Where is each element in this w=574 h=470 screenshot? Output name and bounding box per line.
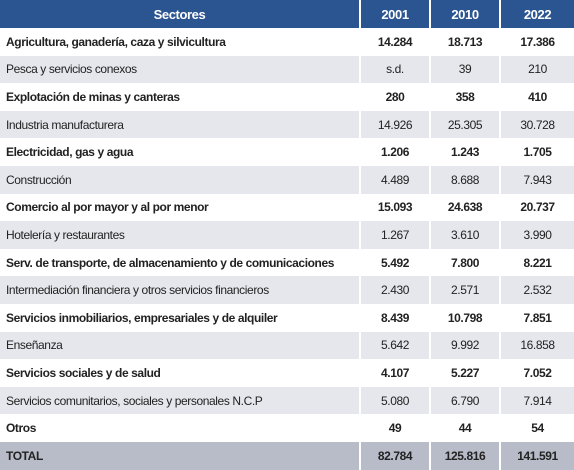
value-cell: 49 xyxy=(359,414,430,442)
value-cell: 15.093 xyxy=(359,193,430,222)
value-cell: 14.926 xyxy=(359,110,430,139)
total-value: 125.816 xyxy=(429,442,500,470)
value-cell: 3.610 xyxy=(429,221,500,249)
sector-cell: Enseñanza xyxy=(6,338,63,353)
value-cell: 7.943 xyxy=(499,165,574,194)
value-cell: 2.532 xyxy=(499,276,574,304)
sector-row: Pesca y servicios conexos s.d. 39 210 xyxy=(0,55,574,84)
sector-row: Servicios comunitarios, sociales y perso… xyxy=(0,386,574,415)
value-cell: 30.728 xyxy=(499,110,574,139)
value-cell: 8.221 xyxy=(499,248,574,277)
sector-row: Construcción 4.489 8.688 7.943 xyxy=(0,165,574,194)
value-cell: 3.990 xyxy=(499,221,574,249)
sector-row: Comercio al por mayor y al por menor 15.0… xyxy=(0,193,574,222)
sector-row: Otros 49 44 54 xyxy=(0,414,574,442)
sector-cell: Industria manufacturera xyxy=(6,117,124,132)
value-cell: 54 xyxy=(499,414,574,442)
sector-row: Serv. de transporte, de almacenamiento y… xyxy=(0,248,574,277)
value-cell: 14.284 xyxy=(359,28,430,56)
value-cell: 5.227 xyxy=(429,359,500,387)
total-label: TOTAL xyxy=(6,449,43,463)
value-cell: 210 xyxy=(499,55,574,84)
total-value: 82.784 xyxy=(359,442,430,470)
sector-cell: Servicios comunitarios, sociales y perso… xyxy=(6,393,263,408)
value-cell: 410 xyxy=(499,83,574,111)
sector-row: Servicios inmobiliarios, empresariales y… xyxy=(0,303,574,332)
value-cell: 5.492 xyxy=(359,248,430,277)
total-value: 141.591 xyxy=(499,442,574,470)
sector-row: Explotación de minas y canteras 280 358 410 xyxy=(0,83,574,111)
table-footer: TOTAL 82.784 125.816 141.591 xyxy=(0,442,574,470)
value-cell: 6.790 xyxy=(429,386,500,415)
sector-cell: Otros xyxy=(6,421,37,436)
value-cell: 280 xyxy=(359,83,430,111)
value-cell: 10.798 xyxy=(429,303,500,332)
value-cell: 1.206 xyxy=(359,138,430,166)
value-cell: 9.992 xyxy=(429,331,500,360)
total-row: TOTAL 82.784 125.816 141.591 xyxy=(0,442,574,470)
value-cell: 39 xyxy=(429,55,500,84)
value-cell: 7.800 xyxy=(429,248,500,277)
table-body: Agricultura, ganadería, caza y silvicult… xyxy=(0,28,574,442)
value-cell: 5.080 xyxy=(359,386,430,415)
value-cell: 8.688 xyxy=(429,165,500,194)
sector-cell: Agricultura, ganadería, caza y silvicult… xyxy=(6,34,226,49)
value-cell: s.d. xyxy=(359,55,430,84)
value-cell: 358 xyxy=(429,83,500,111)
sector-cell: Intermediación financiera y otros servic… xyxy=(6,283,269,298)
value-cell: 7.851 xyxy=(499,303,574,332)
value-cell: 25.305 xyxy=(429,110,500,139)
value-cell: 2.571 xyxy=(429,276,500,304)
value-cell: 4.107 xyxy=(359,359,430,387)
sector-row: Industria manufacturera 14.926 25.305 30.72… xyxy=(0,110,574,139)
sector-row: Hotelería y restaurantes 1.267 3.610 3.990 xyxy=(0,221,574,249)
value-cell: 17.386 xyxy=(499,28,574,56)
value-cell: 24.638 xyxy=(429,193,500,222)
sector-cell: Servicios inmobiliarios, empresariales y… xyxy=(6,310,278,325)
year-header: 2022 xyxy=(499,0,574,28)
value-cell: 20.737 xyxy=(499,193,574,222)
sector-cell: Construcción xyxy=(6,172,72,187)
sector-row: Intermediación financiera y otros servic… xyxy=(0,276,574,304)
value-cell: 5.642 xyxy=(359,331,430,360)
sector-row: Enseñanza 5.642 9.992 16.858 xyxy=(0,331,574,360)
sector-header: Sectores xyxy=(0,0,360,28)
value-cell: 18.713 xyxy=(429,28,500,56)
sector-cell: Comercio al por mayor y al por menor xyxy=(6,200,209,215)
value-cell: 1.267 xyxy=(359,221,430,249)
sector-row: Electricidad, gas y agua 1.206 1.243 1.705 xyxy=(0,138,574,166)
table-header: Sectores 2001 2010 2022 xyxy=(0,0,574,28)
year-header: 2010 xyxy=(429,0,500,28)
header-row: Sectores 2001 2010 2022 xyxy=(0,0,574,28)
sector-cell: Pesca y servicios conexos xyxy=(6,62,137,77)
value-cell: 1.705 xyxy=(499,138,574,166)
value-cell: 7.052 xyxy=(499,359,574,387)
sector-cell: Explotación de minas y canteras xyxy=(6,89,180,104)
sector-cell: Servicios sociales y de salud xyxy=(6,365,161,380)
sector-cell: Electricidad, gas y agua xyxy=(6,145,134,160)
value-cell: 1.243 xyxy=(429,138,500,166)
value-cell: 4.489 xyxy=(359,165,430,194)
value-cell: 2.430 xyxy=(359,276,430,304)
value-cell: 16.858 xyxy=(499,331,574,360)
year-header: 2001 xyxy=(359,0,430,28)
sector-row: Servicios sociales y de salud 4.107 5.227 7… xyxy=(0,359,574,387)
sector-cell: Hotelería y restaurantes xyxy=(6,227,125,242)
value-cell: 8.439 xyxy=(359,303,430,332)
value-cell: 7.914 xyxy=(499,386,574,415)
sector-cell: Serv. de transporte, de almacenamiento y… xyxy=(6,255,335,270)
sector-row: Agricultura, ganadería, caza y silvicult… xyxy=(0,28,574,56)
value-cell: 44 xyxy=(429,414,500,442)
